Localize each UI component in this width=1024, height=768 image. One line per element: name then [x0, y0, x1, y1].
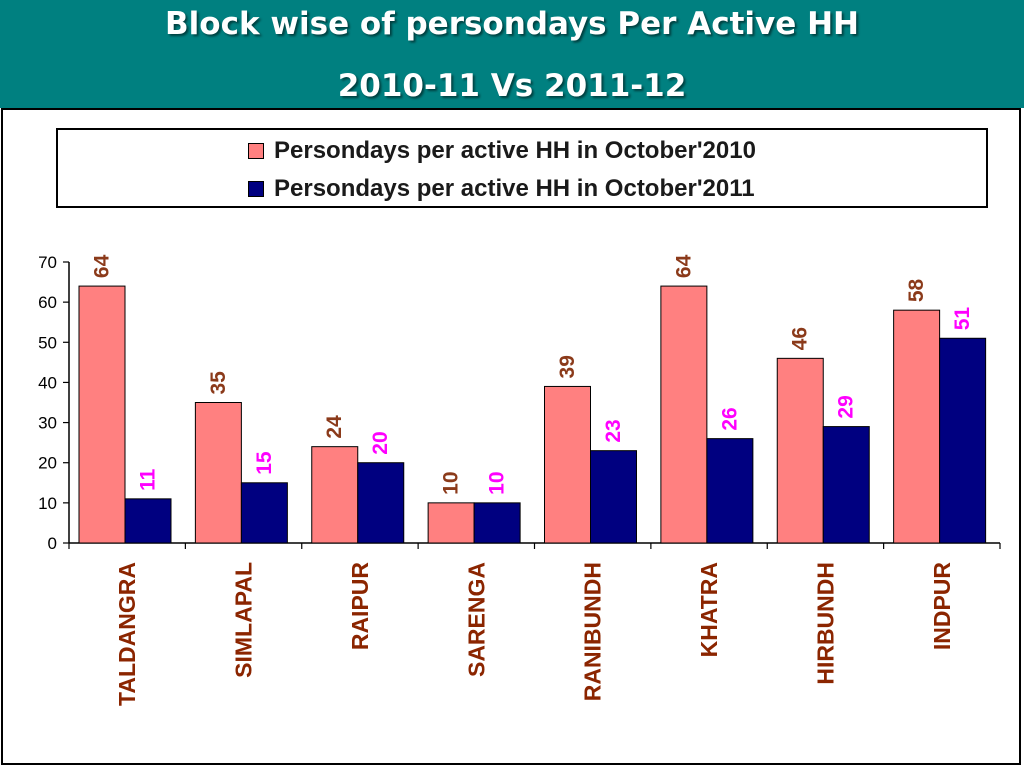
category-label-ranibundh: RANIBUNDH [580, 562, 606, 701]
data-label: 23 [602, 419, 625, 442]
bar-taldangra-2010 [78, 285, 126, 544]
legend-label-2011: Persondays per active HH in October'2011 [274, 175, 755, 202]
title-banner: Block wise of persondays Per Active HH 2… [0, 0, 1024, 108]
legend-swatch-2011 [248, 181, 264, 197]
data-label: 46 [789, 327, 812, 350]
y-tick-label: 10 [38, 494, 57, 513]
data-label: 64 [91, 254, 114, 278]
category-label-indpur: INDPUR [929, 562, 955, 651]
legend-entry-2010: Persondays per active HH in October'2010 [248, 136, 756, 166]
y-tick-label: 30 [38, 414, 57, 433]
bar-ranibundh-2010 [544, 385, 591, 544]
data-label: 10 [440, 471, 463, 494]
y-tick-label: 70 [38, 253, 57, 272]
data-label: 10 [486, 471, 509, 494]
category-label-taldangra: TALDANGRA [114, 562, 140, 706]
data-label: 39 [556, 355, 579, 378]
data-label: 15 [253, 451, 276, 475]
data-label: 20 [369, 431, 392, 454]
bar-simlapal-2011 [240, 482, 288, 544]
bar-ranibundh-2011 [590, 450, 637, 544]
data-label: 51 [951, 307, 974, 331]
y-tick-label: 50 [38, 333, 57, 352]
category-label-raipur: RAIPUR [347, 562, 373, 651]
category-label-khatra: KHATRA [696, 562, 722, 657]
category-label-hirbundh: HIRBUNDH [812, 562, 838, 685]
bar-raipur-2011 [357, 462, 405, 544]
bar-sarenga-2010 [427, 502, 475, 544]
bar-sarenga-2011 [473, 502, 521, 544]
data-label: 35 [207, 371, 230, 395]
bar-hirbundh-2011 [822, 426, 870, 544]
y-tick-label: 60 [38, 293, 57, 312]
bar-simlapal-2010 [194, 402, 242, 544]
bar-taldangra-2011 [124, 498, 172, 544]
data-label: 11 [137, 468, 160, 491]
legend-label-2010: Persondays per active HH in October'2010 [274, 137, 756, 164]
data-label: 29 [835, 395, 858, 418]
data-label: 64 [672, 254, 695, 278]
bar-hirbundh-2010 [776, 357, 824, 544]
bar-raipur-2010 [311, 446, 359, 544]
page-subtitle: 2010-11 Vs 2011-12 [337, 68, 687, 104]
legend-swatch-2010 [248, 143, 264, 159]
y-tick-label: 40 [38, 373, 57, 392]
bar-indpur-2010 [893, 309, 941, 544]
category-label-simlapal: SIMLAPAL [231, 562, 257, 678]
y-tick-label: 0 [48, 534, 57, 553]
category-label-sarenga: SARENGA [463, 562, 489, 677]
page-title: Block wise of persondays Per Active HH [165, 6, 859, 42]
bar-khatra-2011 [706, 438, 754, 544]
bar-khatra-2010 [660, 285, 708, 544]
data-label: 26 [718, 407, 741, 430]
data-label: 58 [905, 278, 928, 302]
legend-entry-2011: Persondays per active HH in October'2011 [248, 174, 755, 204]
bar-indpur-2011 [939, 337, 987, 544]
data-label: 24 [323, 415, 346, 439]
chart-legend: Persondays per active HH in October'2010… [56, 128, 988, 208]
y-tick-label: 20 [38, 454, 57, 473]
